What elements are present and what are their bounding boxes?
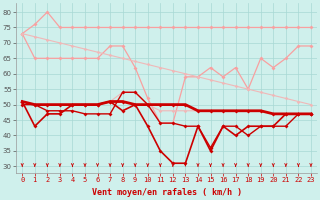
X-axis label: Vent moyen/en rafales ( km/h ): Vent moyen/en rafales ( km/h ) xyxy=(92,188,242,197)
